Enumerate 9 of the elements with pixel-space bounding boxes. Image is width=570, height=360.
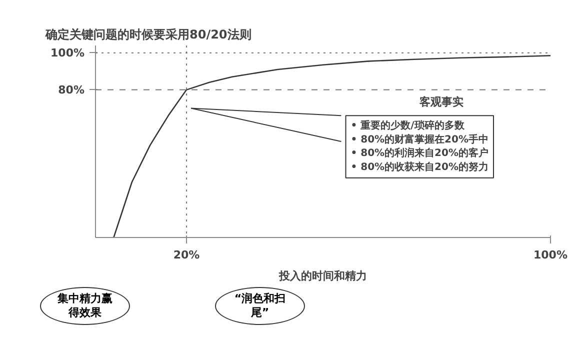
chart-title: 确定关键问题的时候要采用80/20法则 <box>44 28 252 42</box>
x-tick-label: 20% <box>173 248 200 262</box>
annotation: 客观事实 <box>418 95 464 108</box>
x-axis-title: 投入的时间和精力 <box>278 270 367 282</box>
text: “润色和扫尾” <box>215 287 305 325</box>
text: 集中精力赢得效果 <box>40 287 130 325</box>
y-tick-label: 80% <box>58 83 85 96</box>
line-series <box>113 55 550 238</box>
annotation: • 重要的少数/琐碎的多数 • 80%的财富掌握在20%手中 • 80%的利润来自20%的客户 • 80%的收获来自20%的努力 <box>350 120 488 173</box>
